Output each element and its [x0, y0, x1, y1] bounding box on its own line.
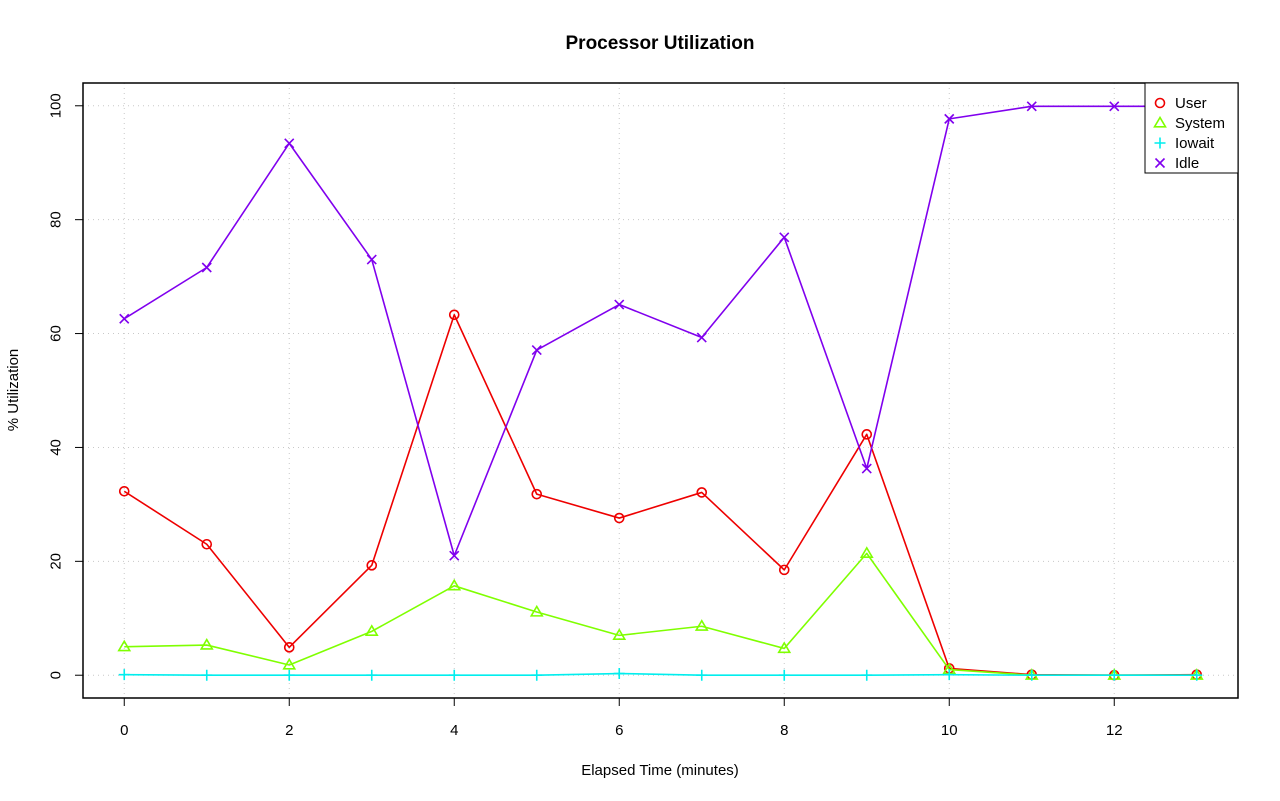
x-tick-label: 12	[1106, 722, 1123, 739]
legend-label-idle: Idle	[1175, 155, 1199, 172]
x-axis-label: Elapsed Time (minutes)	[581, 762, 739, 779]
data-point-iowait	[201, 669, 213, 681]
series-line-system	[124, 552, 1197, 677]
data-point-iowait	[366, 669, 378, 681]
legend-label-user: User	[1175, 95, 1207, 112]
series-idle	[119, 101, 1202, 561]
x-tick-label: 0	[120, 722, 128, 739]
data-point-system	[364, 624, 379, 637]
data-point-iowait	[1026, 669, 1038, 681]
data-point-user	[861, 429, 873, 440]
data-point-idle	[696, 332, 707, 343]
data-point-idle	[861, 463, 872, 474]
data-point-system	[282, 657, 297, 670]
series-layer	[117, 101, 1204, 681]
data-point-iowait	[531, 669, 543, 681]
data-point-user	[448, 309, 460, 321]
data-point-idle	[366, 254, 377, 265]
data-point-user	[366, 560, 378, 571]
data-point-idle	[614, 299, 625, 310]
legend-marker-idle	[1154, 157, 1166, 169]
data-point-user	[201, 538, 213, 550]
data-point-iowait	[283, 669, 295, 681]
data-point-iowait	[696, 669, 708, 681]
data-point-iowait	[943, 669, 955, 681]
legend-label-iowait: Iowait	[1175, 135, 1215, 152]
data-point-iowait	[778, 669, 790, 681]
data-point-user	[118, 485, 130, 497]
axis-layer: 0 2 4 6 8 10 12 0 20 40 60 80 100	[48, 93, 1123, 739]
y-tick-label: 80	[48, 211, 65, 228]
series-line-iowait	[124, 672, 1197, 677]
y-tick-label: 100	[48, 93, 65, 118]
data-point-idle	[1026, 101, 1037, 112]
legend-item-idle: Idle	[1154, 155, 1199, 172]
legend-label-system: System	[1175, 115, 1225, 132]
data-point-system	[859, 546, 874, 559]
x-tick-label: 10	[941, 722, 958, 739]
data-point-user	[283, 642, 295, 653]
data-point-iowait	[118, 669, 130, 681]
x-tick-label: 8	[780, 722, 788, 739]
data-point-user	[696, 487, 708, 498]
x-tick-label: 4	[450, 722, 458, 739]
data-point-system	[777, 641, 792, 654]
data-point-system	[447, 578, 462, 591]
data-point-iowait	[861, 669, 873, 681]
data-point-idle	[1109, 101, 1120, 112]
data-point-iowait	[448, 669, 460, 681]
data-point-user	[531, 488, 543, 500]
y-tick-label: 40	[48, 439, 65, 456]
legend-marker-user	[1154, 97, 1166, 109]
chart-title: Processor Utilization	[566, 33, 755, 54]
data-point-idle	[201, 262, 212, 273]
data-point-idle	[531, 345, 542, 356]
data-point-iowait	[613, 668, 625, 680]
y-tick-label: 60	[48, 325, 65, 342]
series-line-user	[123, 313, 1197, 677]
data-point-system	[199, 637, 214, 650]
legend-item-user: User	[1154, 95, 1207, 112]
series-system	[117, 546, 1204, 680]
series-user	[118, 309, 1203, 681]
y-tick-label: 20	[48, 553, 65, 570]
x-tick-label: 6	[615, 722, 623, 739]
x-tick-label: 2	[285, 722, 293, 739]
data-point-system	[529, 604, 544, 617]
data-point-idle	[119, 313, 130, 324]
series-iowait	[118, 668, 1203, 681]
data-point-system	[612, 628, 627, 641]
y-axis-label: % Utilization	[5, 349, 22, 432]
data-point-idle	[944, 113, 955, 124]
legend-item-system: System	[1153, 115, 1225, 132]
data-point-system	[117, 639, 132, 652]
data-point-idle	[779, 232, 790, 243]
data-point-idle	[449, 550, 460, 561]
series-line-idle	[123, 105, 1197, 557]
legend-marker-iowait	[1154, 137, 1166, 149]
data-point-iowait	[1191, 669, 1203, 681]
legend-marker-system	[1153, 115, 1167, 128]
legend-item-iowait: Iowait	[1154, 135, 1215, 152]
data-point-user	[778, 564, 790, 576]
data-point-idle	[284, 138, 295, 149]
y-tick-label: 0	[48, 671, 65, 679]
data-point-system	[694, 619, 709, 631]
data-point-user	[613, 512, 625, 524]
legend: User System Iowait Idle	[1144, 82, 1239, 174]
data-point-iowait	[1108, 669, 1120, 681]
